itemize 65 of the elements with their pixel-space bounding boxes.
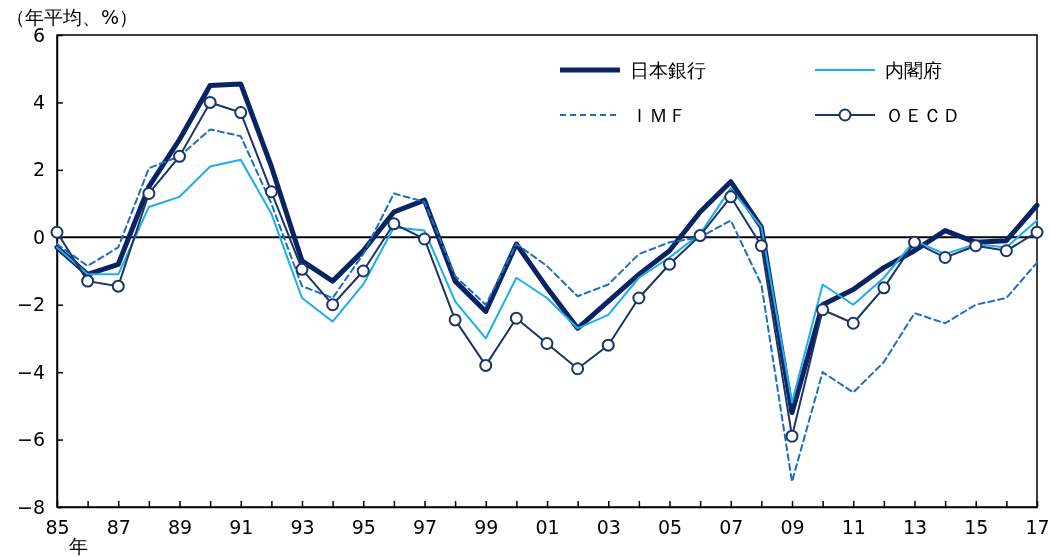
x-tick-label: 11 [841,516,866,539]
point [50,225,64,239]
point [173,149,186,163]
point [601,338,615,352]
x-tick-label: 07 [719,516,744,539]
point [846,316,860,330]
point [1030,225,1044,239]
point [295,262,309,276]
point [693,229,707,243]
x-tick-label: 97 [412,516,438,539]
point [816,303,830,317]
y-tick-label: −2 [16,293,45,316]
point [142,186,156,200]
point [999,244,1013,258]
point [234,106,248,120]
point [877,281,891,295]
point [509,311,523,325]
point [938,251,952,265]
legend-label: ＩＭＦ [630,104,687,126]
point [418,232,431,246]
point [724,190,738,204]
point [264,185,278,199]
x-tick-label: 15 [964,516,989,539]
x-tick-label: 03 [596,516,621,539]
line-series [56,158,1038,404]
y-tick-label: −6 [16,428,45,451]
x-tick-label: 99 [474,516,499,539]
legend-label: 日本銀行 [630,59,706,81]
x-tick-label: 93 [290,516,315,539]
y-tick-label: 2 [32,158,45,181]
point [203,95,217,109]
x-axis-title: 年 [69,535,88,557]
legend-label: 内閣府 [885,59,942,81]
point [81,274,95,288]
point [663,257,676,271]
point [908,235,921,249]
point [356,264,370,278]
point [571,362,585,376]
point [540,336,554,350]
line-series [56,128,1038,483]
point [111,279,125,293]
x-tick-label: 05 [657,516,683,539]
point [632,291,646,305]
y-tick-label: −4 [16,360,45,383]
legend-label: ＯＥＣＤ [885,104,961,126]
point [969,239,983,253]
y-axis-title: （年平均、%） [6,6,139,28]
x-tick-label: 91 [229,516,254,539]
x-tick-label: 85 [45,516,70,539]
x-tick-label: 13 [902,516,928,539]
x-tick-label: 89 [167,516,193,539]
y-tick-label: −8 [16,495,45,518]
point [754,239,768,253]
point [785,429,799,443]
x-tick-label: 09 [780,516,805,539]
y-tick-label: 4 [32,91,45,114]
y-tick-label: 0 [32,225,45,248]
point [479,358,493,372]
x-tick-label: 01 [535,516,560,539]
point [387,217,401,231]
point [448,313,462,327]
x-tick-label: 87 [106,516,131,539]
x-tick-label: 17 [1025,516,1050,539]
x-tick-label: 95 [351,516,376,539]
point [326,298,340,312]
